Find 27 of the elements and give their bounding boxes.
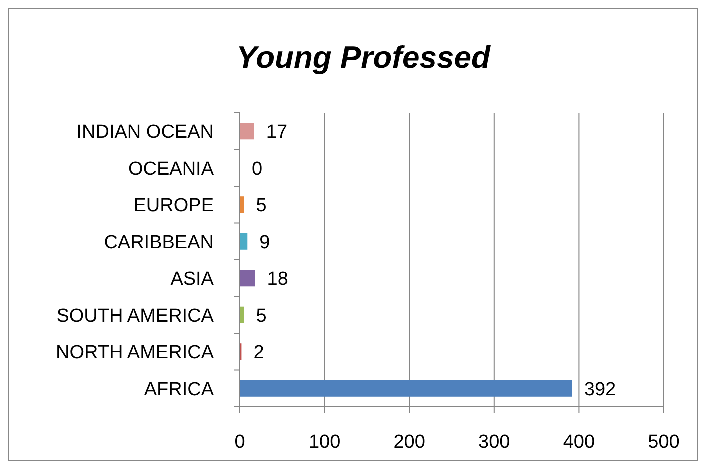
y-tick-label: SOUTH AMERICA (56, 306, 214, 327)
y-tick-label: EUROPE (134, 196, 214, 217)
data-label: 18 (267, 269, 288, 290)
data-label: 5 (256, 306, 267, 327)
data-label: 9 (260, 232, 270, 254)
chart-title: Young Professed (236, 40, 492, 75)
x-tick-label: 400 (563, 432, 596, 453)
y-tick-label: AFRICA (144, 379, 214, 400)
data-label: 5 (256, 196, 267, 217)
y-tick-label: NORTH AMERICA (56, 342, 214, 364)
y-tick-label: ASIA (170, 269, 214, 290)
bar (240, 270, 256, 287)
bar (240, 233, 248, 250)
x-tick-label: 100 (308, 432, 341, 453)
bar (240, 123, 254, 140)
x-tick-label: 500 (648, 432, 680, 453)
data-label: 0 (252, 158, 263, 180)
y-tick-label: INDIAN OCEAN (76, 122, 214, 144)
data-label: 392 (584, 379, 616, 400)
y-tick-label: OCEANIA (128, 158, 214, 180)
x-tick-label: 300 (478, 432, 510, 453)
x-tick-label: 200 (394, 432, 426, 453)
data-label: 17 (266, 122, 288, 144)
bar (240, 380, 572, 397)
data-label: 2 (254, 342, 264, 364)
y-tick-label: CARIBBEAN (104, 232, 214, 254)
x-tick-label: 0 (234, 432, 246, 453)
